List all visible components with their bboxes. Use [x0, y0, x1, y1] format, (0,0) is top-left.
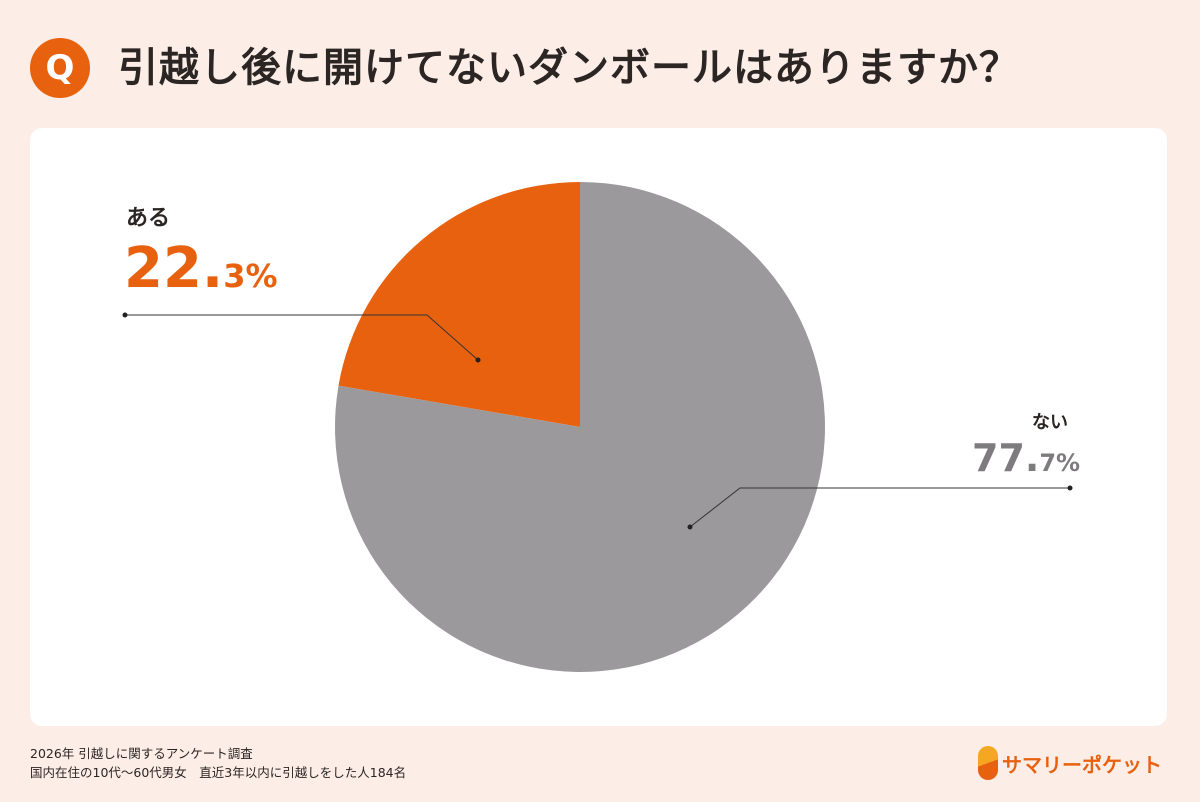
leader-line-1 — [689, 487, 1070, 528]
footnote-line2: 国内在住の10代～60代男女 直近3年以内に引越しをした人184名 — [30, 765, 407, 780]
slice-value-aru: 22.3% — [124, 236, 278, 301]
logo-icon — [978, 746, 998, 780]
leader-line-0 — [125, 314, 479, 361]
footnote-line1: 2026年 引越しに関するアンケート調査 — [30, 746, 253, 761]
value-int: 22. — [124, 236, 224, 301]
leader-dot — [475, 357, 481, 363]
pie-slice-1 — [335, 182, 825, 672]
slice-label-nai: ない — [1032, 412, 1068, 433]
page-title: 引越し後に開けてないダンボールはありますか？ — [118, 45, 1020, 91]
leader-dot — [687, 524, 693, 530]
brand-name: サマリーポケット — [1002, 752, 1162, 777]
brand-logo: サマリーポケット — [978, 746, 1162, 780]
q-badge: Q — [30, 38, 90, 98]
value-dec: 7% — [1039, 449, 1081, 477]
leader-dot — [1067, 485, 1073, 491]
slice-label-aru: ある — [126, 206, 171, 231]
footnote: 2026年 引越しに関するアンケート調査 国内在住の10代～60代男女 直近3年… — [30, 744, 406, 782]
leader-dot — [122, 312, 128, 318]
slice-value-nai: 77.7% — [972, 436, 1080, 480]
value-dec: 3% — [223, 257, 278, 295]
value-int: 77. — [972, 436, 1040, 480]
pie-slice-0 — [338, 182, 580, 427]
